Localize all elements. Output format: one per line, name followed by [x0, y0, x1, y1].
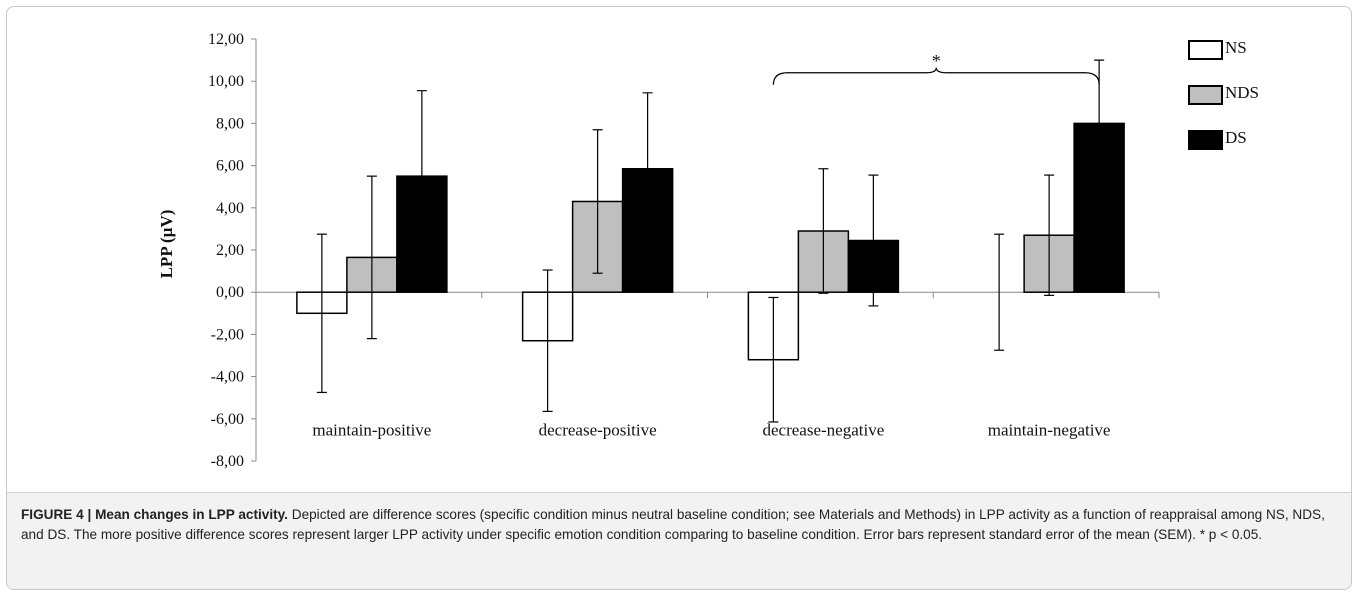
- category-label: decrease-positive: [539, 421, 657, 440]
- y-tick-label: -8,00: [211, 453, 244, 470]
- y-tick-label: -4,00: [211, 369, 244, 386]
- legend-label-ns: NS: [1225, 38, 1247, 57]
- caption-body: Depicted are difference scores (specific…: [21, 507, 1325, 542]
- y-tick-label: 2,00: [216, 242, 244, 259]
- significance-bracket: [772, 67, 1100, 85]
- legend-swatch-ds: [1188, 130, 1223, 150]
- caption-label: FIGURE 4 |: [21, 507, 92, 522]
- y-tick-label: 10,00: [208, 73, 244, 90]
- legend-label-ds: DS: [1225, 128, 1247, 147]
- legend-label-nds: NDS: [1225, 83, 1259, 102]
- y-tick-label: -2,00: [211, 326, 244, 343]
- y-tick-label: 4,00: [216, 200, 244, 217]
- y-tick-label: 8,00: [216, 115, 244, 132]
- legend-swatch-ns: [1188, 40, 1223, 60]
- category-label: decrease-negative: [763, 421, 885, 440]
- y-tick-label: 6,00: [216, 158, 244, 175]
- y-tick-label: -6,00: [211, 411, 244, 428]
- y-tick-label: 12,00: [208, 31, 244, 48]
- significance-marker: *: [932, 51, 941, 71]
- figure-panel: 12,00 10,00 8,00 6,00 4,00 2,00 0,00 -2,00 -4,00…: [6, 6, 1352, 590]
- figure-caption: FIGURE 4 | Mean changes in LPP activity.…: [7, 492, 1351, 589]
- category-label: maintain-positive: [312, 421, 431, 440]
- caption-title: Mean changes in LPP activity.: [95, 507, 288, 522]
- y-tick-label: 0,00: [216, 284, 244, 301]
- legend-swatch-nds: [1188, 85, 1223, 105]
- category-label: maintain-negative: [988, 421, 1111, 440]
- bar-chart: 12,00 10,00 8,00 6,00 4,00 2,00 0,00 -2,00 -4,00…: [157, 31, 1259, 470]
- y-axis-label: LPP (µV): [157, 210, 176, 279]
